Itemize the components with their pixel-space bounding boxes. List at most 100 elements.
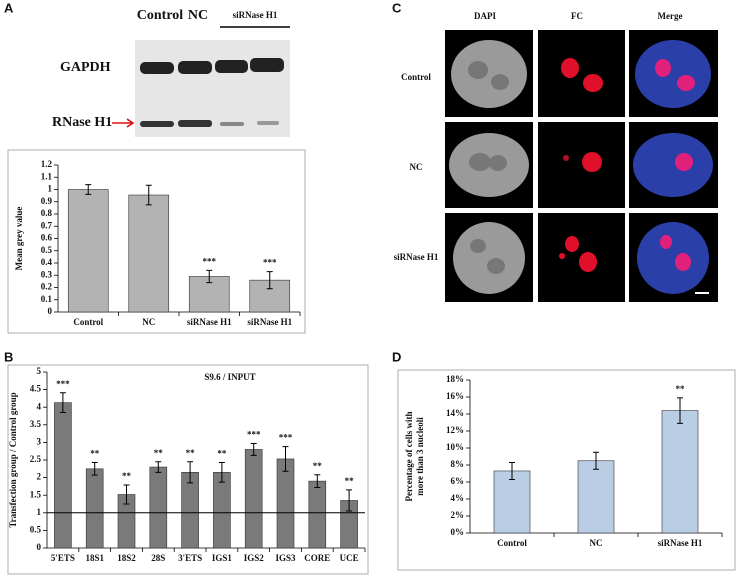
lane-label: siRNase H1 <box>233 10 278 20</box>
x-tick-label: siRNase H1 <box>658 538 703 548</box>
error-bar <box>187 461 194 484</box>
error-bar <box>266 271 273 290</box>
significance-label: ** <box>676 384 686 394</box>
y-tick-label: 3.5 <box>30 419 42 429</box>
error-bar <box>59 392 66 413</box>
error-bar <box>85 184 92 195</box>
error-bar <box>123 484 130 505</box>
error-bar <box>218 461 225 483</box>
y-axis-label: Transfection group / Control group <box>8 392 18 527</box>
significance-label: ** <box>217 449 227 459</box>
band <box>140 121 174 127</box>
y-tick-label: 0.6 <box>41 233 53 243</box>
significance-label: ** <box>313 461 323 471</box>
x-tick-label: Control <box>73 317 103 327</box>
blot-membrane <box>135 40 290 137</box>
significance-label: *** <box>247 430 261 440</box>
bar <box>181 472 199 549</box>
x-tick-label: IGS2 <box>244 553 265 563</box>
y-tick-label: 0.8 <box>41 208 53 218</box>
x-tick-label: IGS3 <box>275 553 296 563</box>
significance-label: ** <box>90 449 100 459</box>
band <box>215 60 248 73</box>
y-tick-label: 14% <box>446 408 464 418</box>
error-bar <box>155 461 162 473</box>
y-tick-label: 0 <box>37 542 42 552</box>
significance-label: ** <box>154 448 164 458</box>
y-tick-label: 18% <box>446 374 464 384</box>
chart-frame <box>7 149 306 334</box>
column-label: DAPI <box>474 11 496 21</box>
bar <box>661 410 699 534</box>
bar <box>67 189 109 313</box>
error-bar <box>593 451 599 470</box>
band-label: GAPDH <box>60 60 111 75</box>
arrow <box>112 118 135 128</box>
panel-label: C <box>392 0 402 15</box>
band <box>250 58 284 72</box>
y-tick-label: 1 <box>48 184 53 194</box>
band-label: RNase H1 <box>52 115 112 130</box>
y-tick-label: 4 <box>37 401 42 411</box>
western-blot: Control NC siRNase H1 GAPDH RNase H1 <box>52 8 290 137</box>
column-label: FC <box>571 11 583 21</box>
y-tick-label: 5 <box>37 366 42 376</box>
y-tick-label: 0.7 <box>41 220 53 230</box>
y-axis-label: Mean grey value <box>14 207 24 271</box>
y-tick-label: 0.5 <box>41 245 53 255</box>
y-tick-label: 4.5 <box>30 384 42 394</box>
y-tick-label: 2 <box>37 472 42 482</box>
y-tick-label: 1.2 <box>41 159 53 169</box>
error-bar <box>509 461 515 480</box>
x-tick-label: UCE <box>340 553 359 563</box>
y-tick-label: 0.4 <box>41 257 53 267</box>
error-bar <box>145 184 152 206</box>
lane-label: Control <box>137 8 184 23</box>
error-bar <box>91 461 98 476</box>
bar <box>54 402 72 549</box>
significance-label: ** <box>186 448 196 458</box>
y-tick-label: 6% <box>451 476 465 486</box>
y-tick-label: 4% <box>451 493 465 503</box>
chart-frame <box>397 369 736 571</box>
y-tick-label: 16% <box>446 391 464 401</box>
y-tick-label: 1 <box>37 507 42 517</box>
y-tick-label: 1.5 <box>30 489 42 499</box>
bar <box>276 458 295 549</box>
y-tick-label: 1.1 <box>41 171 53 181</box>
image-row <box>445 122 718 208</box>
significance-label: *** <box>203 256 217 266</box>
y-axis-label: Percentage of cells with <box>404 411 414 501</box>
bar <box>149 466 168 549</box>
chart-frame <box>7 364 369 575</box>
y-tick-label: 0.1 <box>41 294 53 304</box>
error-bar <box>677 397 683 424</box>
band <box>178 61 212 74</box>
x-tick-label: 5'ETS <box>51 553 75 563</box>
band <box>140 62 174 74</box>
significance-label: *** <box>279 433 293 443</box>
x-tick-label: siRNase H1 <box>247 317 292 327</box>
row-label: NC <box>410 162 423 172</box>
y-tick-label: 0 <box>48 306 53 316</box>
error-bar <box>346 489 353 512</box>
row-label: siRNase H1 <box>394 252 439 262</box>
significance-label: ** <box>122 471 132 481</box>
column-label: Merge <box>658 11 683 21</box>
y-tick-label: 8% <box>451 459 465 469</box>
x-tick-label: 18S2 <box>117 553 136 563</box>
band <box>220 122 244 126</box>
significance-label: *** <box>56 379 70 389</box>
y-tick-label: 0.9 <box>41 196 53 206</box>
y-tick-label: 0.3 <box>41 269 53 279</box>
x-tick-label: 18S1 <box>85 553 104 563</box>
x-tick-label: 28S <box>151 553 165 563</box>
microscopy-grid: DAPI FC Merge Control NC siRNase H1 <box>394 11 718 302</box>
panel-label: A <box>4 0 14 15</box>
error-bar <box>314 474 321 488</box>
error-bar <box>206 269 213 284</box>
bar <box>244 449 263 549</box>
y-tick-label: 12% <box>446 425 464 435</box>
x-tick-label: siRNase H1 <box>187 317 232 327</box>
